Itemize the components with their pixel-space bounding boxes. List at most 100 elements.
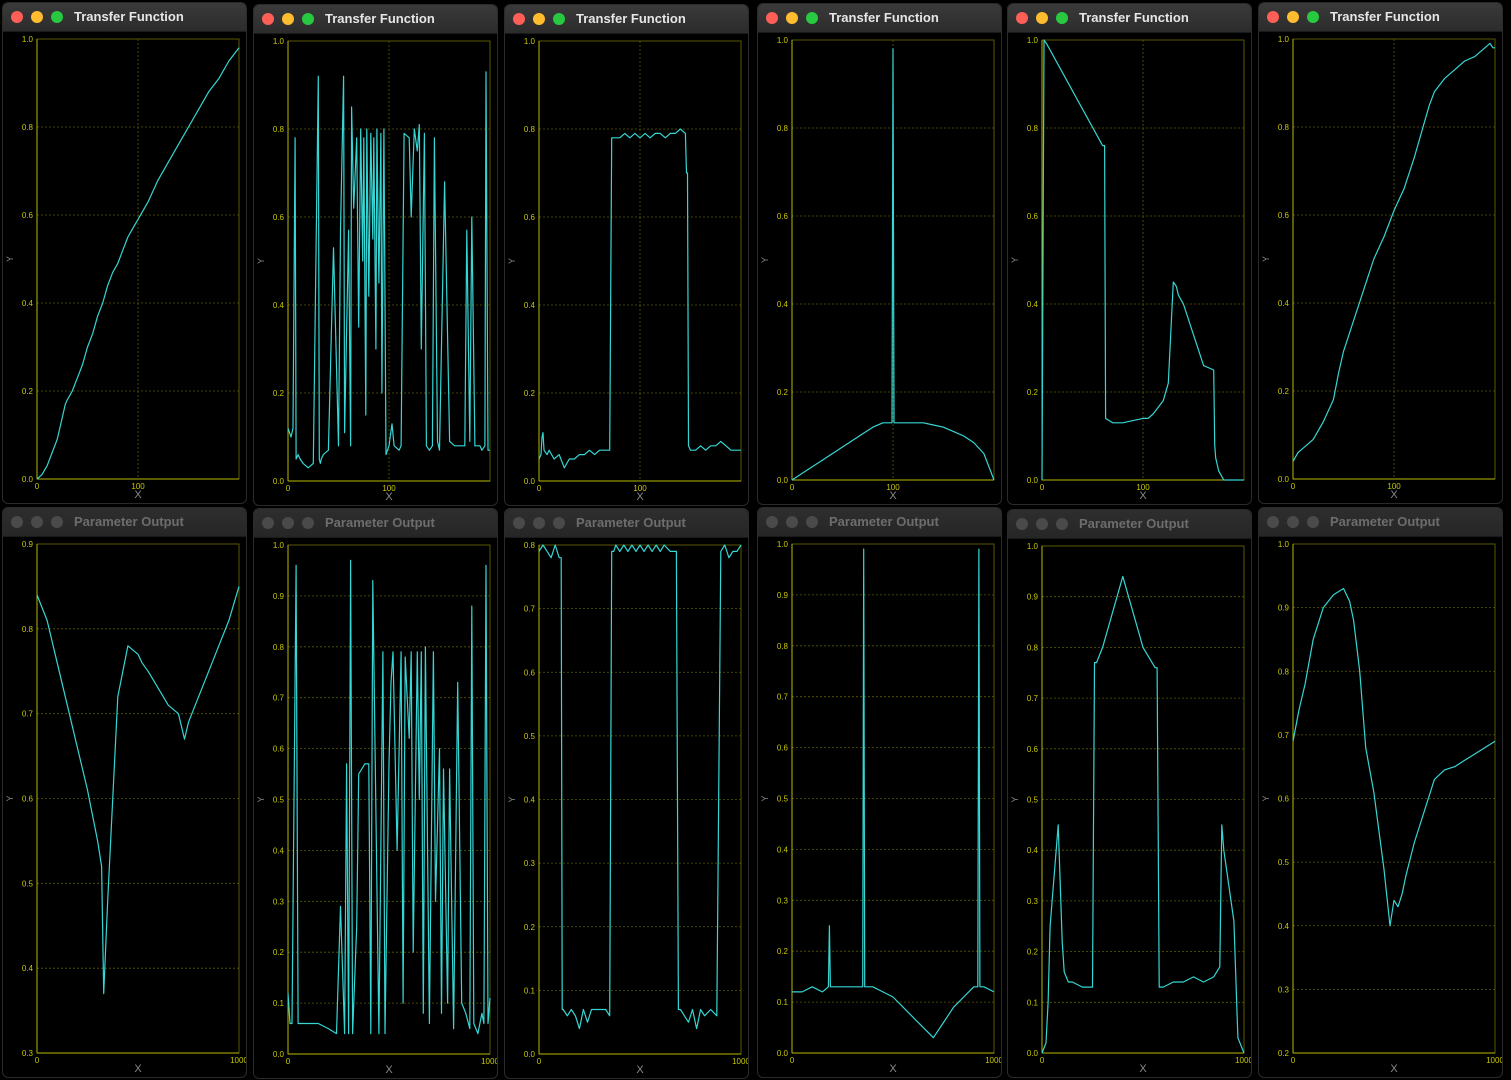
close-button[interactable]: [11, 516, 23, 528]
window-parameter-output-2[interactable]: Parameter Output 0.0 0.1 0.2 0.3 0.4 0.5 0.6 0.…: [253, 508, 498, 1079]
minimize-button[interactable]: [282, 517, 294, 529]
y-tick-label: 0.6: [1278, 211, 1290, 220]
close-button[interactable]: [262, 13, 274, 25]
y-tick-label: 0.3: [22, 1049, 34, 1058]
zoom-button[interactable]: [51, 11, 63, 23]
close-button[interactable]: [1016, 12, 1028, 24]
minimize-button[interactable]: [31, 516, 43, 528]
window-parameter-output-4[interactable]: Parameter Output 0.0 0.1 0.2 0.3 0.4 0.5 0.6 0.…: [757, 507, 1002, 1078]
window-transfer-function-1[interactable]: Transfer Function 0.0 0.2 0.4 0.6 0.8 1.0 0 100…: [2, 2, 247, 504]
close-button[interactable]: [1267, 516, 1279, 528]
titlebar[interactable]: Transfer Function: [254, 5, 497, 34]
y-tick-label: 0.0: [22, 475, 34, 484]
chart-parameter-output-5: 0.0 0.1 0.2 0.3 0.4 0.5 0.6 0.7 0.8 0.9 1.0 0 1000 X Y: [1010, 542, 1251, 1075]
zoom-button[interactable]: [302, 517, 314, 529]
titlebar[interactable]: Transfer Function: [1259, 3, 1502, 32]
x-axis-label: X: [1390, 489, 1398, 501]
titlebar[interactable]: Transfer Function: [505, 5, 748, 34]
window-title: Transfer Function: [1079, 10, 1189, 25]
zoom-button[interactable]: [1056, 12, 1068, 24]
zoom-button[interactable]: [51, 516, 63, 528]
minimize-button[interactable]: [1036, 12, 1048, 24]
y-tick-label: 0.4: [1027, 846, 1039, 855]
x-tick-label: 0: [1040, 1056, 1045, 1065]
minimize-button[interactable]: [533, 13, 545, 25]
titlebar[interactable]: Parameter Output: [1008, 510, 1251, 539]
titlebar[interactable]: Parameter Output: [1259, 508, 1502, 537]
minimize-button[interactable]: [1287, 11, 1299, 23]
titlebar[interactable]: Parameter Output: [254, 509, 497, 538]
minimize-button[interactable]: [1287, 516, 1299, 528]
zoom-button[interactable]: [553, 13, 565, 25]
titlebar[interactable]: Parameter Output: [3, 508, 246, 537]
titlebar[interactable]: Transfer Function: [758, 4, 1001, 33]
x-tick-label: 0: [790, 483, 795, 492]
window-parameter-output-5[interactable]: Parameter Output 0.0 0.1 0.2 0.3 0.4 0.5 0.6 0.…: [1007, 509, 1252, 1078]
window-transfer-function-4[interactable]: Transfer Function 0.0 0.2 0.4 0.6 0.8 1.0 0 100…: [757, 3, 1002, 505]
y-tick-label: 0.0: [777, 476, 789, 485]
titlebar[interactable]: Parameter Output: [758, 508, 1001, 537]
x-axis-label: X: [889, 1063, 897, 1075]
y-tick-label: 0.8: [1027, 124, 1039, 133]
y-tick-label: 0.8: [1027, 643, 1039, 652]
zoom-button[interactable]: [1056, 518, 1068, 530]
window-transfer-function-3[interactable]: Transfer Function 0.0 0.2 0.4 0.6 0.8 1.0 0 100…: [504, 4, 749, 506]
window-transfer-function-5[interactable]: Transfer Function 0.0 0.2 0.4 0.6 0.8 1.0 0 100…: [1007, 3, 1252, 505]
y-tick-label: 0.0: [524, 477, 536, 486]
y-tick-label: 0.4: [1278, 299, 1290, 308]
minimize-button[interactable]: [786, 516, 798, 528]
minimize-button[interactable]: [533, 517, 545, 529]
y-tick-label: 0.6: [524, 668, 536, 677]
y-tick-label: 1.0: [1278, 540, 1290, 549]
zoom-button[interactable]: [1307, 11, 1319, 23]
y-tick-label: 0.7: [524, 605, 536, 614]
window-transfer-function-2[interactable]: Transfer Function 0.0 0.2 0.4 0.6 0.8 1.0 0 100…: [253, 4, 498, 506]
y-tick-label: 0.6: [273, 213, 285, 222]
y-tick-label: 1.0: [1278, 35, 1290, 44]
close-button[interactable]: [262, 517, 274, 529]
y-axis-label: Y: [256, 258, 266, 264]
y-tick-label: 0.2: [22, 387, 34, 396]
zoom-button[interactable]: [553, 517, 565, 529]
zoom-button[interactable]: [1307, 516, 1319, 528]
close-button[interactable]: [766, 12, 778, 24]
window-parameter-output-3[interactable]: Parameter Output 0.0 0.1 0.2 0.3 0.4 0.5 0.6 0.…: [504, 508, 749, 1079]
y-tick-label: 0.0: [1027, 1049, 1039, 1058]
x-tick-label: 0: [1291, 482, 1296, 491]
close-button[interactable]: [11, 11, 23, 23]
y-tick-label: 0.3: [777, 896, 789, 905]
minimize-button[interactable]: [282, 13, 294, 25]
titlebar[interactable]: Parameter Output: [505, 509, 748, 538]
window-transfer-function-6[interactable]: Transfer Function 0.0 0.2 0.4 0.6 0.8 1.0 0 100…: [1258, 2, 1503, 504]
y-tick-label: 0.7: [1027, 694, 1039, 703]
close-button[interactable]: [513, 517, 525, 529]
y-tick-label: 1.0: [777, 540, 789, 549]
close-button[interactable]: [1267, 11, 1279, 23]
close-button[interactable]: [1016, 518, 1028, 530]
y-tick-label: 0.9: [273, 592, 285, 601]
window-parameter-output-6[interactable]: Parameter Output 0.2 0.3 0.4 0.5 0.6 0.7 0.8 0.…: [1258, 507, 1503, 1078]
zoom-button[interactable]: [806, 12, 818, 24]
y-axis-label: Y: [5, 256, 15, 262]
x-tick-label: 100: [131, 482, 145, 491]
window-title: Parameter Output: [576, 515, 686, 530]
y-tick-label: 0.6: [777, 212, 789, 221]
y-tick-label: 0.8: [22, 123, 34, 132]
minimize-button[interactable]: [31, 11, 43, 23]
y-tick-label: 0.4: [273, 301, 285, 310]
zoom-button[interactable]: [806, 516, 818, 528]
minimize-button[interactable]: [786, 12, 798, 24]
close-button[interactable]: [766, 516, 778, 528]
titlebar[interactable]: Transfer Function: [3, 3, 246, 32]
close-button[interactable]: [513, 13, 525, 25]
titlebar[interactable]: Transfer Function: [1008, 4, 1251, 33]
window-parameter-output-1[interactable]: Parameter Output 0.3 0.4 0.5 0.6 0.7 0.8 0.9 0 1…: [2, 507, 247, 1078]
zoom-button[interactable]: [302, 13, 314, 25]
minimize-button[interactable]: [1036, 518, 1048, 530]
y-tick-label: 0.3: [1027, 897, 1039, 906]
x-tick-label: 0: [35, 482, 40, 491]
x-tick-label: 0: [537, 484, 542, 493]
